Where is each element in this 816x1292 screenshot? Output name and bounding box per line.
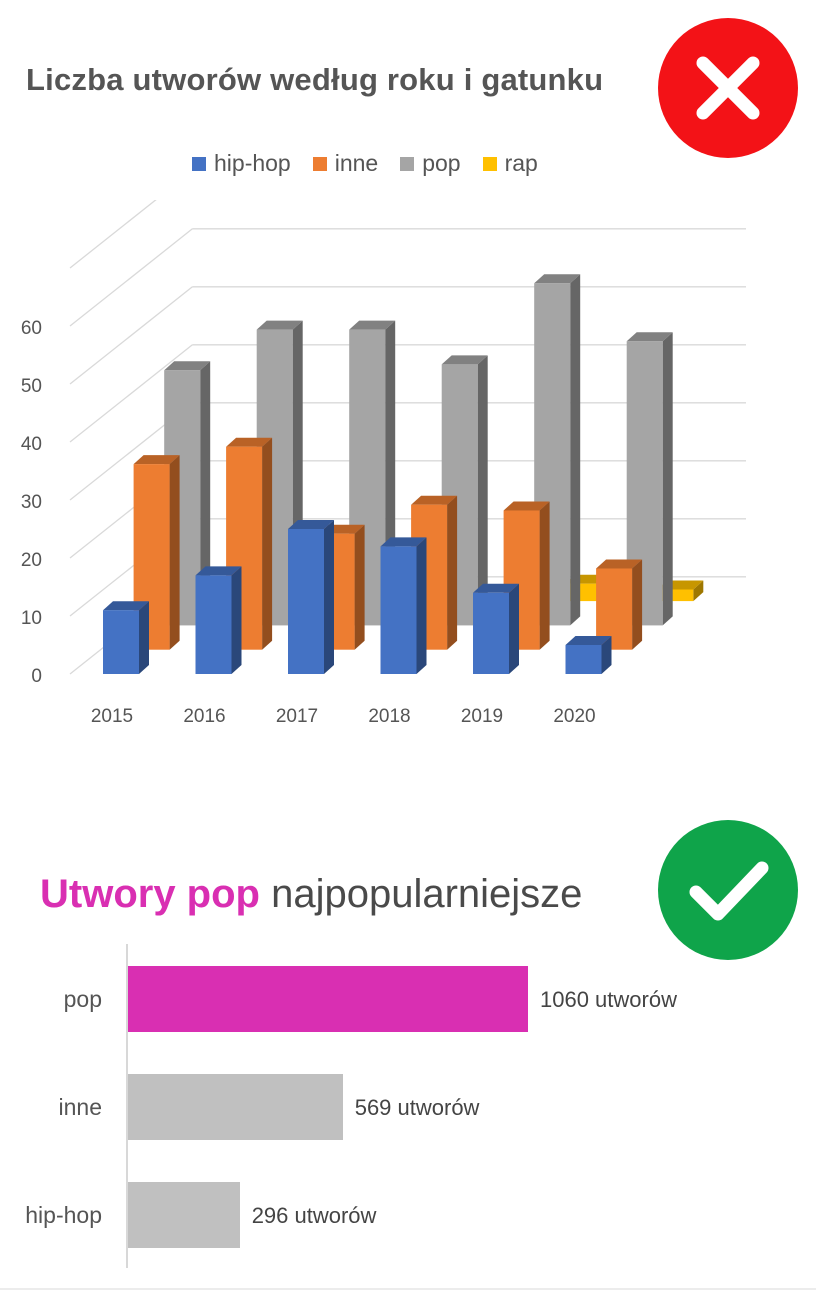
bar-front: [288, 529, 324, 674]
bar-top: [596, 559, 643, 569]
bar-side: [477, 355, 488, 626]
legend-swatch-inne: [312, 156, 327, 171]
bar-side: [693, 580, 704, 602]
x-tick-label: 2020: [553, 706, 595, 727]
bar-side: [139, 601, 149, 674]
badge-good: [658, 820, 798, 960]
hbar-category-label: pop: [63, 986, 102, 1012]
bar-front: [103, 610, 139, 674]
hbar-axis: [126, 944, 128, 1268]
bar-side: [601, 636, 612, 674]
chart-legend: hip-hop inne pop rap: [192, 150, 538, 177]
gridline-depth: [69, 344, 193, 443]
bar-front: [565, 645, 602, 674]
hbar-inne: [128, 1074, 343, 1140]
bar-hip-hop-2018: [380, 537, 427, 674]
bar-front: [473, 592, 509, 674]
bar-side: [262, 437, 273, 650]
x-icon: [696, 56, 760, 120]
legend-item-pop: pop: [400, 150, 461, 177]
bar-hip-hop-2017: [288, 520, 334, 674]
bar-hip-hop-2019: [473, 583, 519, 674]
bar-top: [164, 361, 211, 371]
x-tick-label: 2019: [461, 706, 503, 727]
y-tick-label: 60: [21, 318, 42, 339]
bar-top: [441, 355, 488, 365]
bar-top: [133, 455, 180, 465]
bar-front: [195, 575, 232, 674]
hbar-value-label: 569 utworów: [354, 1095, 480, 1120]
bar-side: [324, 520, 334, 674]
bar-hip-hop-2015: [103, 601, 149, 674]
bar-hip-hop-2016: [195, 566, 242, 674]
bar-side: [570, 274, 581, 626]
hbar-value-label: 296 utworów: [251, 1203, 377, 1228]
legend-swatch-hiphop: [192, 156, 206, 171]
hbar-pop: [128, 966, 528, 1032]
legend-label-inne: inne: [334, 150, 379, 176]
bar-front: [380, 546, 417, 674]
bar-top: [288, 520, 334, 529]
bar-top: [103, 601, 149, 611]
y-tick-label: 30: [21, 492, 42, 513]
title-good-rest: najpopularniejsze: [259, 872, 583, 916]
title-good-accent: Utwory pop: [40, 872, 260, 916]
legend-label-rap: rap: [504, 150, 538, 176]
legend-item-hiphop: hip-hop: [192, 150, 291, 177]
bar-top: [256, 320, 303, 330]
bar-top: [626, 332, 673, 342]
y-tick-label: 50: [21, 376, 42, 397]
bar-top: [473, 583, 519, 593]
bar-side: [447, 495, 458, 650]
legend-swatch-pop: [400, 156, 415, 171]
divider: [0, 1288, 816, 1290]
y-tick-label: 10: [21, 608, 42, 629]
hbar-hip-hop: [128, 1182, 240, 1248]
legend-item-rap: rap: [482, 150, 538, 177]
chart-3d-bars: 0 10 20 30 40 50 60 2015 2016 2017 2018 2019 2020: [21, 200, 746, 727]
bar-side: [354, 524, 365, 650]
bar-top: [503, 501, 550, 511]
bar-top: [411, 495, 458, 505]
title-bad-chart: Liczba utworów według roku i gatunku: [26, 62, 604, 97]
badge-bad: [658, 18, 798, 158]
bar-side: [169, 455, 180, 650]
bar-side: [509, 583, 519, 674]
bar-side: [231, 566, 242, 674]
hbar-category-label: inne: [58, 1094, 102, 1120]
bar-top: [349, 320, 396, 330]
bar-top: [195, 566, 242, 576]
gridline-depth: [69, 200, 157, 269]
bar-top: [565, 636, 612, 645]
x-tick-label: 2015: [91, 706, 133, 727]
x-tick-label: 2018: [368, 706, 410, 727]
bar-side: [539, 501, 550, 650]
x-tick-label: 2017: [276, 706, 318, 727]
bar-hip-hop-2020: [565, 636, 612, 674]
x-tick-label: 2016: [183, 706, 225, 727]
legend-swatch-rap: [482, 156, 497, 171]
bar-side: [662, 332, 673, 626]
bar-top: [380, 537, 427, 547]
legend-item-inne: inne: [312, 150, 379, 177]
bar-top: [226, 437, 273, 447]
legend-label-hiphop: hip-hop: [214, 150, 291, 176]
legend-label-pop: pop: [422, 150, 461, 176]
gridline-depth: [69, 228, 193, 327]
y-tick-label: 40: [21, 434, 42, 455]
bar-top: [534, 274, 581, 284]
y-tick-label: 20: [21, 550, 42, 571]
hbar-category-label: hip-hop: [25, 1202, 102, 1228]
bar-pop-2018: [441, 355, 488, 626]
gridline-depth: [69, 286, 193, 385]
bar-side: [632, 559, 643, 650]
bar-inne-2015: [133, 455, 180, 650]
bar-side: [200, 361, 211, 626]
title-good-chart: Utwory pop najpopularniejsze: [40, 872, 582, 917]
bar-side: [416, 537, 427, 674]
y-tick-label: 0: [31, 666, 42, 687]
bar-front: [657, 589, 694, 602]
hbar-value-label: 1060 utworów: [540, 987, 677, 1012]
checkmark-icon: [689, 861, 769, 921]
